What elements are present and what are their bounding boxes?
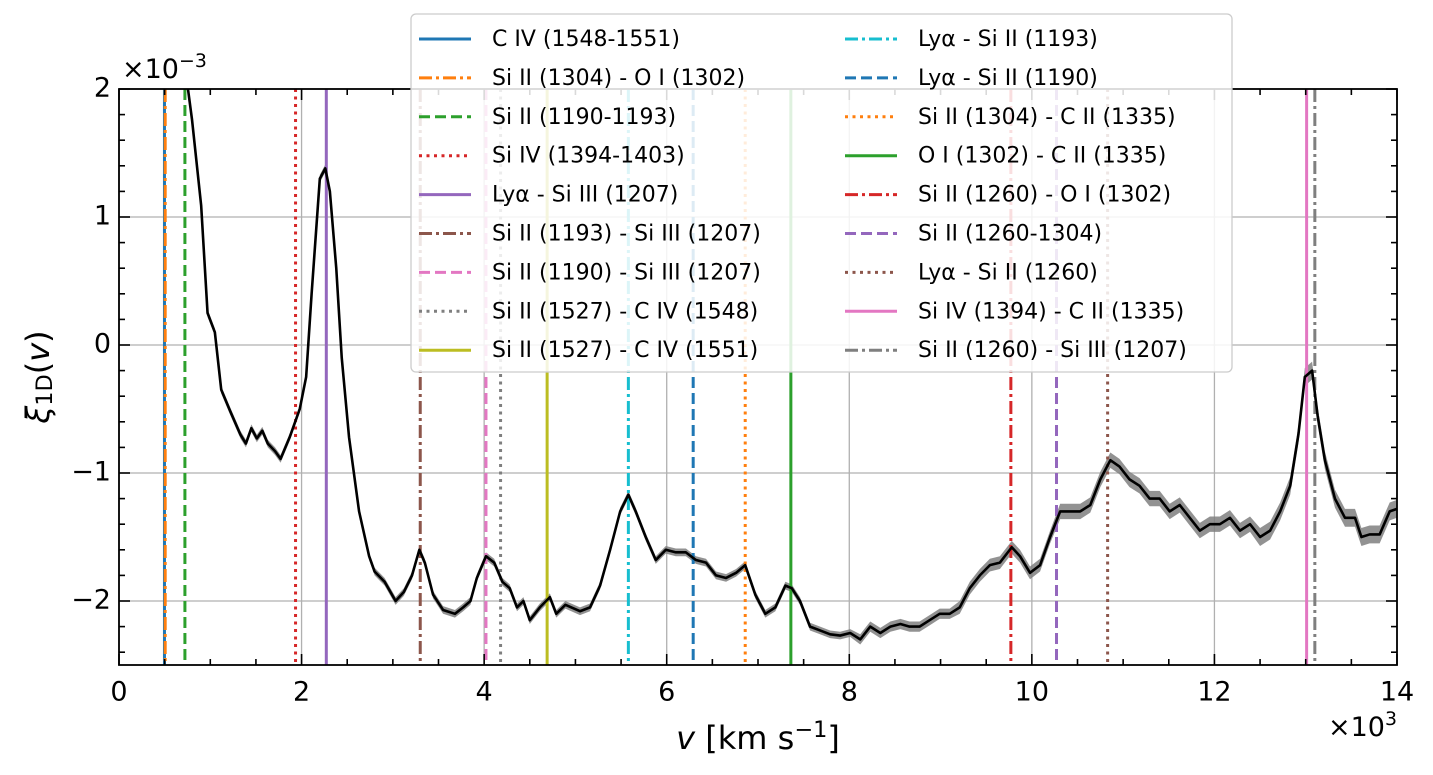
- y-tick-label: −2: [71, 585, 111, 616]
- legend-label: Si II (1260) - Si III (1207): [918, 338, 1187, 363]
- y-axis-label: ξ1D(v): [19, 330, 58, 424]
- legend-label: C IV (1548-1551): [492, 27, 680, 52]
- x-tick-label: 10: [1015, 677, 1049, 708]
- legend-label: Lyα - Si II (1193): [918, 27, 1098, 52]
- y-tick-label: −1: [71, 457, 111, 488]
- x-tick-label: 2: [293, 677, 310, 708]
- y-tick-label: 2: [94, 73, 111, 104]
- legend-label: Lyα - Si III (1207): [492, 183, 678, 208]
- y-tick-label: 0: [94, 329, 111, 360]
- x-offset-label-part: ×10: [1328, 712, 1385, 743]
- y-axis-label-part: ): [19, 330, 57, 342]
- legend-label: Lyα - Si II (1190): [918, 66, 1098, 91]
- legend-label: O I (1302) - C II (1335): [918, 144, 1166, 169]
- legend-label: Si II (1527) - C IV (1548): [492, 299, 758, 324]
- y-axis-label-part: 1D: [32, 374, 58, 406]
- legend-label: Si II (1304) - C II (1335): [918, 105, 1176, 130]
- legend-label: Lyα - Si II (1260): [918, 260, 1098, 285]
- legend-box: [410, 13, 1233, 373]
- x-axis-label-part: ]: [827, 719, 839, 757]
- legend-label: Si IV (1394-1403): [492, 144, 685, 169]
- x-offset-label-part: 3: [1385, 708, 1397, 730]
- legend: C IV (1548-1551) Si II (1304) - O I (1302…: [410, 13, 1233, 373]
- y-offset-label: ×10−3: [122, 50, 207, 85]
- x-axis-label-part: v: [676, 719, 696, 757]
- y-axis-label-part: (: [19, 362, 57, 374]
- legend-label: Si IV (1394) - C II (1335): [918, 299, 1184, 324]
- legend-label: Si II (1260) - O I (1302): [918, 183, 1171, 208]
- data-line: [186, 89, 1397, 641]
- legend-label: Si II (1527) - C IV (1551): [492, 338, 758, 363]
- x-tick-label: 6: [658, 677, 675, 708]
- y-tick-label: 1: [94, 201, 111, 232]
- x-offset-label: ×103: [1328, 708, 1397, 743]
- x-axis-label-part: [km s: [695, 719, 794, 757]
- legend-label: Si II (1304) - O I (1302): [492, 66, 745, 91]
- legend-label: Si II (1190) - Si III (1207): [492, 260, 761, 285]
- plot-area: [162, 89, 1397, 665]
- legend-label: Si II (1190-1193): [492, 105, 676, 130]
- y-offset-label-part: ×10: [122, 54, 179, 85]
- x-axis-label-part: −1: [794, 717, 827, 743]
- legend-label: Si II (1193) - Si III (1207): [492, 222, 761, 247]
- y-axis-label-part: v: [19, 342, 57, 362]
- x-axis-label: v [km s−1]: [676, 717, 840, 757]
- x-tick-label: 8: [841, 677, 858, 708]
- x-tick-label: 4: [476, 677, 493, 708]
- legend-label: Si II (1260-1304): [918, 222, 1102, 247]
- x-tick-label: 12: [1197, 677, 1231, 708]
- x-tick-label: 0: [110, 677, 127, 708]
- y-offset-label-part: −3: [179, 50, 207, 72]
- y-axis-label-part: ξ: [19, 405, 57, 425]
- x-tick-label: 14: [1380, 677, 1414, 708]
